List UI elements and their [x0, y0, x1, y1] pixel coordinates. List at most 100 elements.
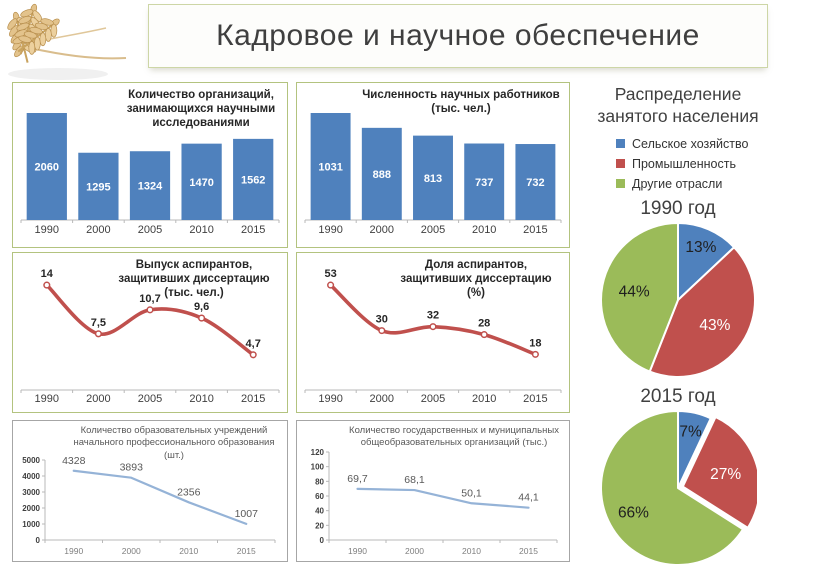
pie-2015-chart: 7% 27% 66%	[599, 409, 761, 567]
svg-text:1990: 1990	[35, 224, 59, 236]
svg-text:9,6: 9,6	[194, 301, 209, 313]
research-orgs-svg: 2060 1990 1295 2000 1324 2005 1470 2010 1562 2015	[20, 113, 280, 236]
employment-legend: Сельское хозяйство Промышленность Другие…	[616, 137, 820, 191]
svg-text:4000: 4000	[22, 472, 40, 481]
agriculture-swatch-icon	[616, 139, 625, 149]
svg-text:1990: 1990	[318, 224, 342, 236]
svg-text:5000: 5000	[22, 456, 40, 465]
scientists-chart-title: Численность научных работников (тыс. чел…	[362, 89, 560, 116]
chart-panel-vocational-schools: 0 1000 2000 3000 4000 5000 4328 3893 2356 1007 199…	[12, 420, 288, 562]
svg-text:2010: 2010	[189, 393, 213, 405]
svg-text:3893: 3893	[120, 462, 144, 474]
svg-text:27%: 27%	[710, 466, 741, 483]
svg-text:2015: 2015	[237, 546, 256, 556]
svg-text:2010: 2010	[189, 224, 213, 236]
employment-distribution-title: Распределение занятого населения	[597, 84, 759, 126]
svg-text:1990: 1990	[348, 546, 367, 556]
svg-text:2010: 2010	[472, 393, 496, 405]
svg-text:1470: 1470	[189, 177, 213, 189]
svg-text:66%: 66%	[618, 504, 649, 521]
research-orgs-chart: 2060 1990 1295 2000 1324 2005 1470 2010 1562 2015	[13, 83, 287, 247]
svg-text:10,7: 10,7	[139, 293, 160, 305]
svg-text:32: 32	[427, 310, 439, 322]
pie-title-1990: 1990 год	[640, 197, 716, 219]
svg-text:888: 888	[373, 169, 391, 181]
svg-text:2356: 2356	[177, 486, 201, 498]
svg-text:2000: 2000	[86, 224, 110, 236]
svg-text:2005: 2005	[421, 393, 445, 405]
svg-text:1295: 1295	[86, 181, 110, 193]
pie-block-1990: 1990 год 13% 43% 44%	[578, 198, 778, 379]
svg-text:0: 0	[36, 536, 41, 545]
svg-text:0: 0	[320, 536, 325, 545]
slide-title: Кадровое и научное обеспечение	[216, 19, 700, 52]
svg-text:2005: 2005	[138, 393, 162, 405]
industry-swatch-icon	[616, 159, 625, 169]
phd-defended-svg: 14 7,5 10,7 9,6 4,7 1990 2000 2005 2010 2015	[20, 268, 280, 405]
wheat-image	[1, 0, 127, 80]
chart-panel-scientists: 1031 1990 888 2000 813 2005 737 2010 732 2015 Чис…	[296, 82, 570, 248]
phd-defended-chart-title: Выпуск аспирантов, защитивших диссертаци…	[118, 259, 270, 300]
svg-text:3000: 3000	[22, 488, 40, 497]
phd-share-chart-title: Доля аспирантов, защитивших диссертацию …	[400, 259, 552, 300]
svg-text:1000: 1000	[22, 520, 40, 529]
svg-text:813: 813	[424, 173, 442, 185]
svg-text:732: 732	[526, 177, 544, 189]
phd-share-svg: 53 30 32 28 18 1990 2000 2005 2010 2015	[304, 268, 562, 405]
svg-text:68,1: 68,1	[404, 474, 425, 486]
phd-share-chart: 53 30 32 28 18 1990 2000 2005 2010 2015	[297, 253, 569, 412]
svg-text:737: 737	[475, 177, 493, 189]
state-schools-chart: 0 20 40 60 80 100 120 69,7 68,1 50,1 44,1 1990 2000 2…	[297, 421, 569, 561]
legend-item-industry: Промышленность	[616, 157, 820, 171]
legend-label: Другие отрасли	[632, 176, 723, 191]
employment-distribution-panel: Распределение занятого населения Сельско…	[578, 84, 820, 567]
svg-text:120: 120	[311, 448, 325, 457]
svg-text:2000: 2000	[86, 393, 110, 405]
research-orgs-chart-title: Количество организаций, занимающихся нау…	[126, 89, 276, 130]
svg-text:20: 20	[315, 521, 324, 530]
svg-text:7%: 7%	[679, 423, 702, 440]
svg-text:2005: 2005	[421, 224, 445, 236]
pie-2015-svg: 7% 27% 66%	[600, 409, 761, 566]
legend-label: Сельское хозяйство	[632, 136, 749, 151]
legend-label: Промышленность	[632, 156, 736, 171]
svg-text:2010: 2010	[462, 546, 481, 556]
svg-text:1990: 1990	[35, 393, 59, 405]
svg-text:13%: 13%	[685, 239, 716, 256]
chart-panel-phd-defended: 14 7,5 10,7 9,6 4,7 1990 2000 2005 2010 2015 Выпу…	[12, 252, 288, 413]
svg-text:100: 100	[311, 463, 325, 472]
pie-block-2015: 2015 год 7% 27% 66%	[578, 386, 778, 567]
svg-text:1031: 1031	[318, 162, 342, 174]
svg-text:2000: 2000	[22, 504, 40, 513]
legend-item-agriculture: Сельское хозяйство	[616, 137, 820, 151]
chart-panel-phd-share: 53 30 32 28 18 1990 2000 2005 2010 2015 Доля аспи…	[296, 252, 570, 413]
svg-text:2015: 2015	[241, 224, 265, 236]
svg-text:80: 80	[315, 477, 324, 486]
vocational-schools-svg: 0 1000 2000 3000 4000 5000 4328 3893 2356 1007 199…	[22, 455, 276, 556]
legend-item-other: Другие отрасли	[616, 177, 820, 191]
svg-text:2005: 2005	[138, 224, 162, 236]
svg-text:60: 60	[315, 492, 324, 501]
svg-text:14: 14	[41, 268, 54, 280]
svg-text:1007: 1007	[235, 508, 259, 520]
svg-text:2000: 2000	[370, 393, 394, 405]
svg-text:2000: 2000	[122, 546, 141, 556]
svg-text:2015: 2015	[241, 393, 265, 405]
svg-text:43%: 43%	[699, 317, 730, 334]
svg-text:30: 30	[376, 314, 388, 326]
svg-text:2010: 2010	[179, 546, 198, 556]
chart-panel-research-orgs: 2060 1990 1295 2000 1324 2005 1470 2010 1562 2015…	[12, 82, 288, 248]
scientists-svg: 1031 1990 888 2000 813 2005 737 2010 732 2015	[304, 113, 562, 236]
chart-panel-state-schools: 0 20 40 60 80 100 120 69,7 68,1 50,1 44,1 1990 2000 2…	[296, 420, 570, 562]
svg-text:53: 53	[324, 268, 336, 280]
pie-1990-svg: 13% 43% 44%	[600, 221, 756, 378]
svg-text:28: 28	[478, 318, 490, 330]
svg-text:4,7: 4,7	[246, 338, 261, 350]
phd-defended-chart: 14 7,5 10,7 9,6 4,7 1990 2000 2005 2010 2015	[13, 253, 287, 412]
scientists-chart: 1031 1990 888 2000 813 2005 737 2010 732 2015	[297, 83, 569, 247]
svg-text:1990: 1990	[64, 546, 83, 556]
svg-text:1990: 1990	[318, 393, 342, 405]
svg-text:4328: 4328	[62, 455, 86, 467]
vocational-schools-chart: 0 1000 2000 3000 4000 5000 4328 3893 2356 1007 199…	[13, 421, 287, 561]
svg-text:2015: 2015	[519, 546, 538, 556]
